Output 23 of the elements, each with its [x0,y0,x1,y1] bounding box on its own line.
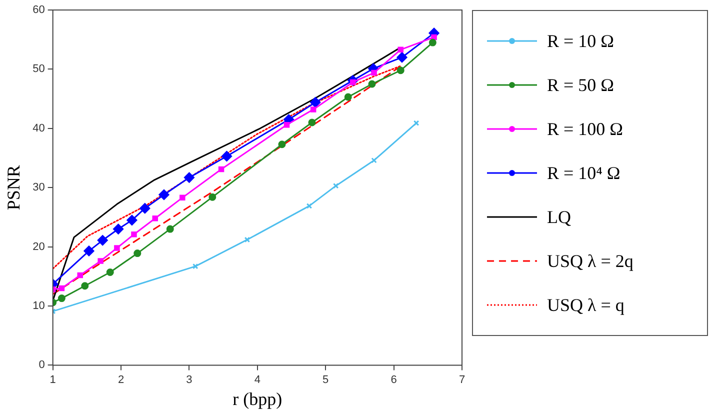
y-tick-label: 50 [32,63,45,76]
legend-label: R = 10 Ω [547,30,614,52]
legend-label: LQ [547,206,571,228]
legend-label: USQ λ = q [547,294,624,316]
x-tick-label: 5 [322,374,329,386]
x-axis-title: r (bpp) [232,388,282,409]
y-tick-label: 10 [32,300,45,312]
y-tick-label: 60 [32,4,45,16]
x-tick-label: 7 [458,374,466,386]
legend-label: R = 10⁴ Ω [547,162,620,184]
y-tick-label: 0 [38,359,45,372]
y-tick-label: 40 [32,122,45,134]
x-tick-label: 2 [118,374,124,386]
x-tick-label: 1 [50,374,56,386]
x-tick-label: 3 [186,374,192,386]
x-tick-label: 4 [254,374,260,386]
legend-label: USQ λ = 2q [547,250,634,272]
y-axis-title: PSNR [4,165,24,210]
x-tick-label: 6 [390,374,397,386]
y-tick-label: 30 [32,182,45,194]
y-tick-label: 20 [32,240,45,253]
legend-label: R = 50 Ω [547,74,614,96]
legend-label: R = 100 Ω [547,118,624,140]
